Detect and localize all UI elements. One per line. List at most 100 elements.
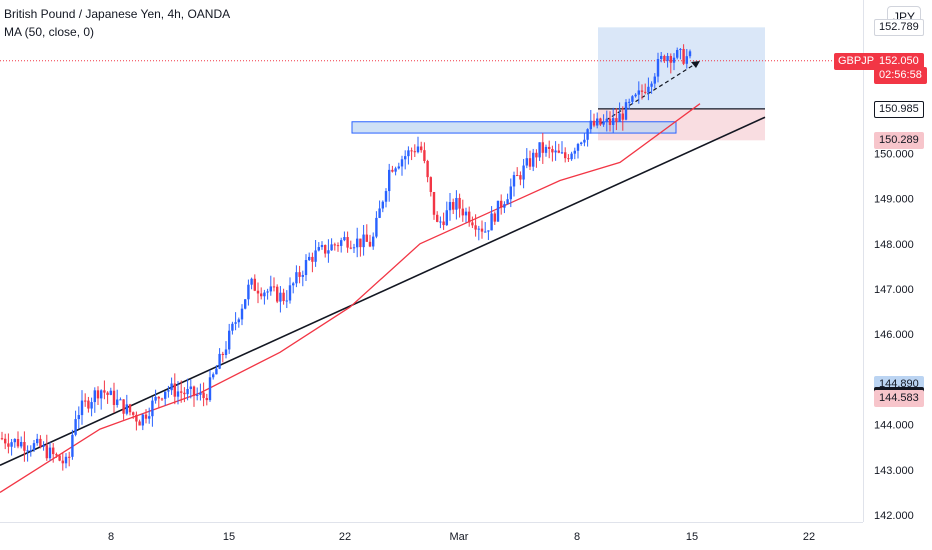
candle-body: [45, 445, 48, 459]
candle-body: [436, 214, 439, 222]
candle-body: [455, 197, 458, 210]
candle-body: [0, 438, 4, 440]
candle-body: [487, 230, 490, 232]
candle-body: [583, 139, 586, 143]
bar-countdown: 02:56:58: [874, 66, 927, 84]
candle-body: [554, 150, 557, 153]
candle-body: [256, 290, 260, 294]
moving-average-line: [0, 103, 701, 493]
candle-body: [538, 142, 541, 158]
candle-body: [164, 391, 167, 399]
candle-body: [61, 460, 64, 464]
candle-body: [471, 222, 474, 226]
candle-body: [285, 300, 288, 302]
candle-body: [631, 96, 634, 102]
candle-body: [330, 244, 333, 251]
candle-body: [586, 129, 589, 140]
candle-body: [87, 400, 90, 409]
candle-body: [468, 211, 471, 223]
candle-body: [384, 191, 388, 202]
candle-body: [36, 438, 39, 444]
candle-body: [548, 146, 551, 149]
candle-body: [448, 202, 452, 211]
candle-body: [122, 399, 125, 414]
candle-body: [509, 186, 512, 200]
candle-body: [596, 118, 599, 126]
candle-body: [336, 245, 340, 247]
projection-arrow-head: [691, 61, 700, 68]
candle-body: [276, 286, 279, 302]
candle-body: [602, 121, 605, 125]
price-tick-label: 148.000: [874, 239, 914, 251]
time-tick-label: 22: [339, 531, 351, 543]
candle-body: [628, 101, 631, 103]
symbol-label: GBPJPY: [838, 54, 882, 67]
candle-body: [397, 166, 400, 169]
candle-body: [413, 151, 416, 153]
candle-body: [676, 50, 679, 58]
candle-body: [263, 292, 266, 297]
candle-body: [234, 322, 237, 324]
candle-body: [567, 158, 570, 160]
price-tick-label: 149.000: [874, 194, 914, 206]
candle-body: [333, 244, 336, 246]
candle-body: [228, 330, 231, 350]
candle-body: [215, 368, 218, 375]
candle-body: [682, 48, 685, 64]
candle-body: [157, 396, 160, 399]
candle-body: [308, 256, 311, 261]
candle-body: [154, 396, 157, 401]
candle-body: [295, 272, 298, 284]
price-tag: 152.050: [874, 52, 924, 70]
candle-body: [544, 146, 548, 153]
candle-body: [250, 278, 253, 285]
candle-body: [151, 400, 154, 417]
candle-body: [196, 394, 199, 396]
candle-body: [439, 221, 442, 223]
candle-body: [314, 250, 317, 262]
candle-body: [340, 240, 343, 246]
candle-body: [32, 443, 36, 451]
candle-body: [356, 238, 359, 248]
candle-body: [650, 83, 653, 87]
candle-body: [557, 150, 560, 153]
candle-body: [176, 391, 180, 397]
candle-body: [381, 201, 384, 209]
candle-body: [212, 374, 215, 378]
candle-body: [205, 398, 208, 401]
candle-body: [519, 175, 522, 180]
candle-body: [106, 392, 109, 395]
candle-body: [90, 402, 93, 409]
candle-body: [484, 231, 487, 233]
candle-body: [320, 245, 324, 248]
candle-body: [221, 353, 224, 355]
position-target-zone: [598, 27, 765, 109]
candle-body: [240, 308, 244, 320]
candle-body: [410, 150, 413, 152]
candle-body: [656, 59, 660, 77]
candle-body: [16, 439, 20, 447]
candle-body: [317, 247, 320, 251]
candle-body: [522, 165, 525, 180]
candle-body: [541, 142, 544, 153]
price-tick-label: 150.000: [874, 148, 914, 160]
candle-body: [346, 237, 349, 248]
candle-body: [388, 169, 391, 192]
candle-body: [253, 278, 256, 291]
candle-body: [237, 319, 240, 323]
candle-body: [68, 456, 71, 458]
candle-body: [58, 455, 61, 461]
legend-indicator: MA (50, close, 0): [4, 25, 95, 39]
candle-body: [260, 293, 263, 297]
candle-body: [29, 450, 32, 452]
candle-body: [218, 353, 221, 369]
time-tick-label: 15: [223, 531, 235, 543]
candle-body: [324, 245, 327, 254]
candle-body: [48, 447, 52, 459]
candle-body: [186, 389, 189, 395]
candle-body: [84, 400, 87, 402]
candle-body: [180, 391, 183, 393]
